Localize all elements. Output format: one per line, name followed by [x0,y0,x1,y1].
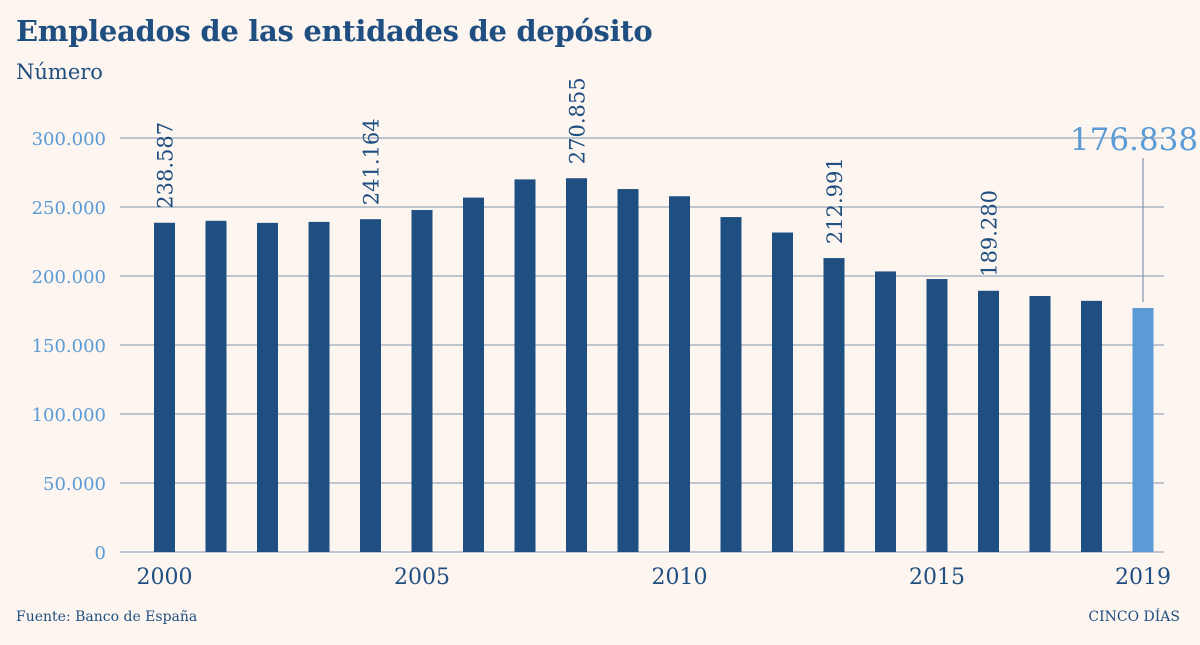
x-tick-label: 2019 [1115,565,1171,590]
bar-2018 [1081,300,1102,552]
bar-2008 [566,178,587,552]
data-label-2004: 241.164 [360,118,384,205]
bar-2012 [772,232,793,552]
bar-2000 [154,222,175,552]
x-tick-label: 2005 [394,565,450,590]
y-tick-label: 150.000 [32,336,106,357]
y-tick-label: 200.000 [32,267,106,288]
bar-2002 [257,222,278,552]
bar-2007 [514,179,536,552]
data-label-2013: 212.991 [823,157,847,244]
bar-2005 [411,210,433,552]
y-tick-label: 100.000 [32,405,106,426]
bar-2019 [1132,307,1154,552]
bar-2015 [926,279,948,552]
bar-2006 [463,197,484,552]
bar-2013 [823,258,845,552]
chart-subtitle: Número [16,60,103,84]
y-tick-label: 50.000 [43,474,106,495]
data-label-2000: 238.587 [154,122,178,209]
bar-2017 [1029,296,1051,552]
bar-2004 [360,219,381,553]
y-tick-label: 300.000 [32,129,106,150]
brand-label: CINCO DÍAS [1088,609,1180,625]
bar-2010 [669,196,690,552]
y-tick-label: 0 [95,543,106,564]
data-label-2008: 270.855 [566,77,590,164]
y-tick-label: 250.000 [32,198,106,219]
bar-2001 [205,220,227,553]
data-label-2016: 189.280 [978,190,1002,277]
bar-2011 [720,217,742,552]
bar-2014 [875,271,896,552]
bar-2003 [308,221,330,553]
chart-title: Empleados de las entidades de depósito [16,14,653,48]
source-note: Fuente: Banco de España [16,609,198,625]
x-tick-label: 2015 [909,565,965,590]
data-label-2019: 176.838 [1070,122,1198,158]
bar-2009 [617,189,639,552]
x-tick-label: 2000 [137,565,193,590]
x-tick-label: 2010 [652,565,708,590]
bar-2016 [978,290,999,552]
